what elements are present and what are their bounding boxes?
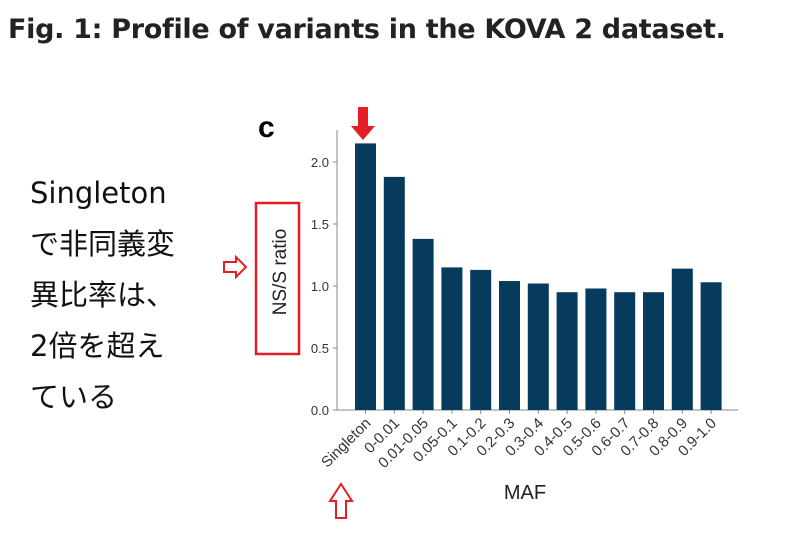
x-axis-label: MAF	[504, 482, 546, 504]
annotation-line: 2倍を超え	[30, 329, 165, 363]
y-tick-label: 0.0	[311, 403, 329, 418]
bar	[700, 282, 722, 410]
bar	[614, 292, 636, 410]
right-arrow-icon	[223, 254, 248, 280]
bar	[556, 292, 578, 410]
ylabel-highlight-box	[254, 201, 301, 356]
bar	[671, 268, 693, 410]
bar	[470, 269, 492, 410]
bar	[383, 176, 405, 410]
figure-title: Fig. 1: Profile of variants in the KOVA …	[8, 14, 726, 45]
annotation-line: で非同義変	[30, 227, 176, 261]
y-tick-label: 0.5	[311, 341, 329, 356]
y-tick-label: 1.0	[311, 279, 329, 294]
bar	[355, 143, 376, 410]
bar	[585, 288, 607, 410]
bar	[499, 281, 520, 410]
y-tick-label: 1.5	[311, 217, 329, 232]
annotation-text: Singleton で非同義変 異比率は、 2倍を超え ている	[30, 168, 230, 423]
bar	[643, 292, 664, 410]
annotation-line: 異比率は、	[30, 278, 176, 312]
panel-label: c	[258, 111, 275, 144]
down-arrow-icon	[351, 107, 375, 140]
y-axis-label: NS/S ratio	[270, 229, 291, 316]
bar	[412, 238, 434, 410]
bar	[441, 267, 463, 410]
bar	[527, 283, 549, 410]
annotation-line: ている	[30, 380, 118, 414]
annotation-line: Singleton	[30, 176, 167, 210]
y-tick-label: 2.0	[311, 155, 329, 170]
up-arrow-icon	[328, 482, 354, 519]
